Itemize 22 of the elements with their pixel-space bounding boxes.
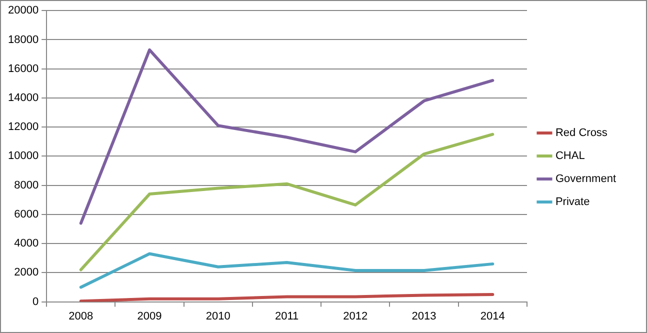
- y-tick-label: 12000: [8, 121, 39, 134]
- y-tick-label: 14000: [8, 92, 39, 104]
- y-tick-label: 20000: [8, 4, 39, 17]
- legend-label: Private: [555, 196, 590, 208]
- x-tick-label: 2008: [68, 310, 94, 322]
- y-tick-label: 18000: [8, 34, 39, 46]
- legend-label: Red Cross: [555, 127, 608, 140]
- y-tick-label: 4000: [14, 238, 39, 250]
- y-tick-label: 0: [32, 296, 39, 308]
- y-tick-label: 16000: [8, 62, 39, 75]
- x-tick-label: 2014: [480, 310, 505, 322]
- x-tick-label: 2012: [343, 310, 368, 322]
- y-tick-label: 10000: [8, 150, 39, 162]
- y-tick-label: 6000: [14, 208, 39, 220]
- x-tick-label: 2013: [412, 310, 436, 322]
- x-tick-label: 2009: [137, 310, 162, 322]
- x-tick-label: 2010: [206, 310, 230, 322]
- y-tick-label: 8000: [14, 179, 39, 192]
- x-tick-label: 2011: [274, 310, 299, 322]
- y-tick-label: 2000: [14, 266, 39, 279]
- legend-label: Government: [555, 173, 616, 186]
- legend-label: CHAL: [555, 150, 585, 162]
